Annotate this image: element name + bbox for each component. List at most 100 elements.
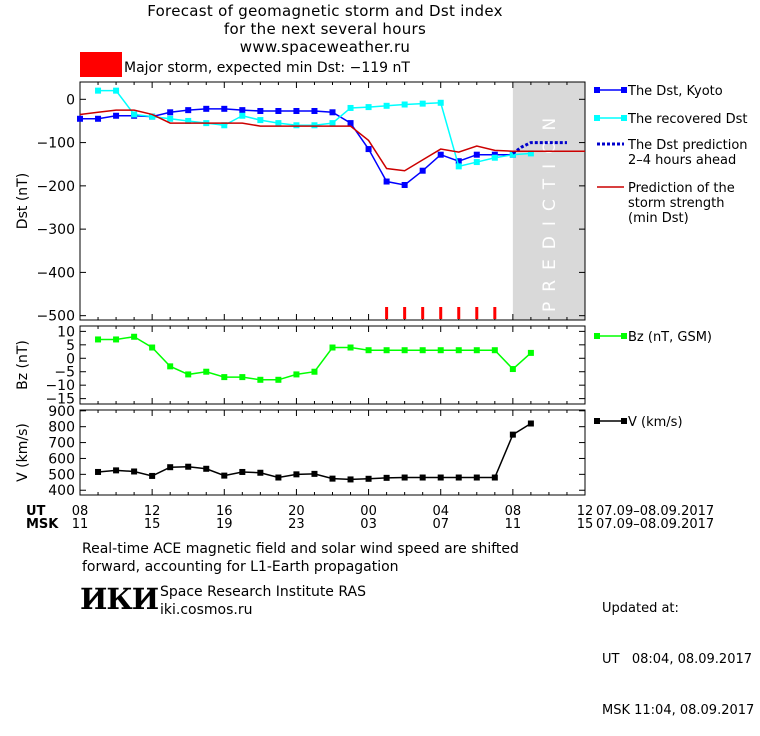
data-point <box>347 120 354 127</box>
data-point <box>167 109 174 116</box>
data-point <box>257 107 264 114</box>
data-point <box>149 113 156 120</box>
data-point <box>203 105 210 112</box>
data-point <box>239 107 246 114</box>
y-tick-label: 0 <box>66 92 75 108</box>
data-point <box>275 474 282 481</box>
data-point <box>239 374 246 381</box>
data-point <box>437 151 444 158</box>
data-point <box>491 154 498 161</box>
y-tick-label: 5 <box>66 338 75 354</box>
msk-tick-label: 03 <box>360 517 377 532</box>
data-point <box>293 107 300 114</box>
ut-tick-label: 16 <box>216 504 233 519</box>
legend-label: storm strength <box>628 196 725 211</box>
data-point <box>401 347 408 354</box>
legend-marker <box>621 333 627 339</box>
data-point <box>365 347 372 354</box>
legend-item: The recovered Dst <box>594 112 747 127</box>
updated-label: Updated at: <box>602 601 679 616</box>
data-point <box>257 117 264 124</box>
data-point <box>239 112 246 119</box>
y-tick-label: 900 <box>48 404 75 420</box>
data-point <box>491 347 498 354</box>
update-info: Updated at: UT 08:04, 08.09.2017 MSK 11:… <box>602 566 754 736</box>
data-point <box>491 151 498 158</box>
legend-marker <box>621 418 627 424</box>
ut-axis-label: UT <box>26 504 46 519</box>
legend-marker <box>621 115 627 121</box>
data-point <box>473 347 480 354</box>
legend-marker <box>594 115 600 121</box>
data-point <box>509 151 516 158</box>
y-tick-label: −10 <box>45 378 75 394</box>
y-tick-label: −200 <box>37 179 75 195</box>
data-point <box>311 107 318 114</box>
data-point <box>455 347 462 354</box>
propagation-note: Real-time ACE magnetic field and solar w… <box>82 540 519 576</box>
data-point <box>419 347 426 354</box>
msk-tick-label: 23 <box>288 517 305 532</box>
series-line <box>79 109 585 172</box>
ut-tick-label: 04 <box>432 504 449 519</box>
y-axis-label: V (km/s) <box>15 423 31 482</box>
data-point <box>131 333 138 340</box>
y-axis-label: Dst (nT) <box>15 173 31 229</box>
legend-item: The Dst, Kyoto <box>594 84 723 99</box>
data-point <box>437 474 444 481</box>
data-point <box>113 112 120 119</box>
updated-msk: MSK 11:04, 08.09.2017 <box>602 703 755 718</box>
y-tick-label: 700 <box>48 436 75 452</box>
legend-item: Bz (nT, GSM) <box>594 330 712 345</box>
institute-site-link[interactable]: iki.cosmos.ru <box>160 602 253 618</box>
data-point <box>383 347 390 354</box>
storm-forecast-text: Major storm, expected min Dst: −119 nT <box>124 60 410 76</box>
prediction-region <box>512 82 585 320</box>
data-point <box>455 163 462 170</box>
ut-tick-label: 08 <box>72 504 89 519</box>
msk-tick-label: 11 <box>72 517 89 532</box>
msk-date-range: 07.09–08.09.2017 <box>596 517 714 532</box>
data-point <box>437 99 444 106</box>
data-point <box>473 159 480 166</box>
y-tick-label: −5 <box>54 365 75 381</box>
data-point <box>491 474 498 481</box>
msk-axis-label: MSK <box>26 517 59 532</box>
y-tick-label: −500 <box>37 309 75 325</box>
data-point <box>221 105 228 112</box>
data-point <box>311 368 318 375</box>
data-point <box>383 178 390 185</box>
data-point <box>437 347 444 354</box>
legend-label: The recovered Dst <box>627 112 747 127</box>
data-point <box>95 115 102 122</box>
header-site-link[interactable]: www.spaceweather.ru <box>239 38 411 56</box>
y-axis-label: Bz (nT) <box>15 340 31 390</box>
data-point <box>455 474 462 481</box>
legend-label: (min Dst) <box>628 211 689 226</box>
ut-tick-label: 08 <box>505 504 522 519</box>
data-point <box>527 420 534 427</box>
data-point <box>473 474 480 481</box>
propagation-note-line-1: Real-time ACE magnetic field and solar w… <box>82 541 519 557</box>
legend-marker <box>594 333 600 339</box>
data-point <box>185 463 192 470</box>
data-point <box>239 468 246 475</box>
data-point <box>221 472 228 479</box>
data-point <box>365 104 372 111</box>
ut-tick-label: 12 <box>144 504 161 519</box>
ut-tick-label: 12 <box>577 504 594 519</box>
y-tick-label: 800 <box>48 420 75 436</box>
data-point <box>329 109 336 116</box>
data-point <box>347 344 354 351</box>
y-tick-label: 10 <box>57 324 75 340</box>
data-point <box>527 150 534 157</box>
data-point <box>347 104 354 111</box>
series-line <box>98 89 531 168</box>
msk-tick-label: 15 <box>144 517 161 532</box>
data-point <box>185 117 192 124</box>
data-point <box>383 474 390 481</box>
data-point <box>149 344 156 351</box>
updated-ut: UT 08:04, 08.09.2017 <box>602 652 753 667</box>
